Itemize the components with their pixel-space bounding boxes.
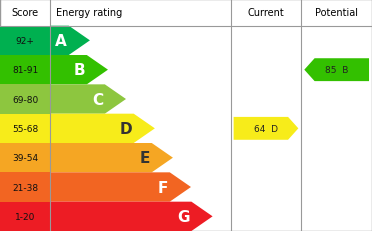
Text: Potential: Potential: [315, 8, 358, 18]
Polygon shape: [50, 173, 191, 202]
Polygon shape: [50, 56, 108, 85]
Bar: [0, 56, 50, 85]
Text: Current: Current: [248, 8, 284, 18]
Text: B: B: [73, 63, 85, 78]
Bar: [0, 143, 50, 173]
Text: 1-20: 1-20: [15, 212, 35, 221]
Bar: [0, 202, 50, 231]
Text: Energy rating: Energy rating: [56, 8, 122, 18]
Bar: [0, 114, 50, 143]
Text: E: E: [140, 151, 150, 165]
Bar: [0, 173, 50, 202]
Text: 81-91: 81-91: [12, 66, 38, 75]
Polygon shape: [50, 143, 173, 173]
Text: 21-38: 21-38: [12, 183, 38, 192]
Text: 85  B: 85 B: [325, 66, 348, 75]
Text: G: G: [177, 209, 190, 224]
Text: 64  D: 64 D: [254, 124, 278, 133]
Polygon shape: [234, 117, 298, 140]
Text: 39-54: 39-54: [12, 154, 38, 162]
Polygon shape: [50, 27, 90, 56]
Polygon shape: [304, 59, 369, 82]
Polygon shape: [50, 202, 213, 231]
Text: A: A: [55, 34, 67, 49]
Text: 92+: 92+: [16, 37, 35, 46]
Bar: [0, 27, 50, 56]
Text: 55-68: 55-68: [12, 124, 38, 133]
Text: Score: Score: [12, 8, 39, 18]
Polygon shape: [50, 114, 155, 143]
Polygon shape: [50, 85, 126, 114]
Text: C: C: [92, 92, 103, 107]
Text: F: F: [158, 180, 168, 195]
Bar: [0, 85, 50, 114]
Text: 69-80: 69-80: [12, 95, 38, 104]
Text: D: D: [119, 121, 132, 136]
